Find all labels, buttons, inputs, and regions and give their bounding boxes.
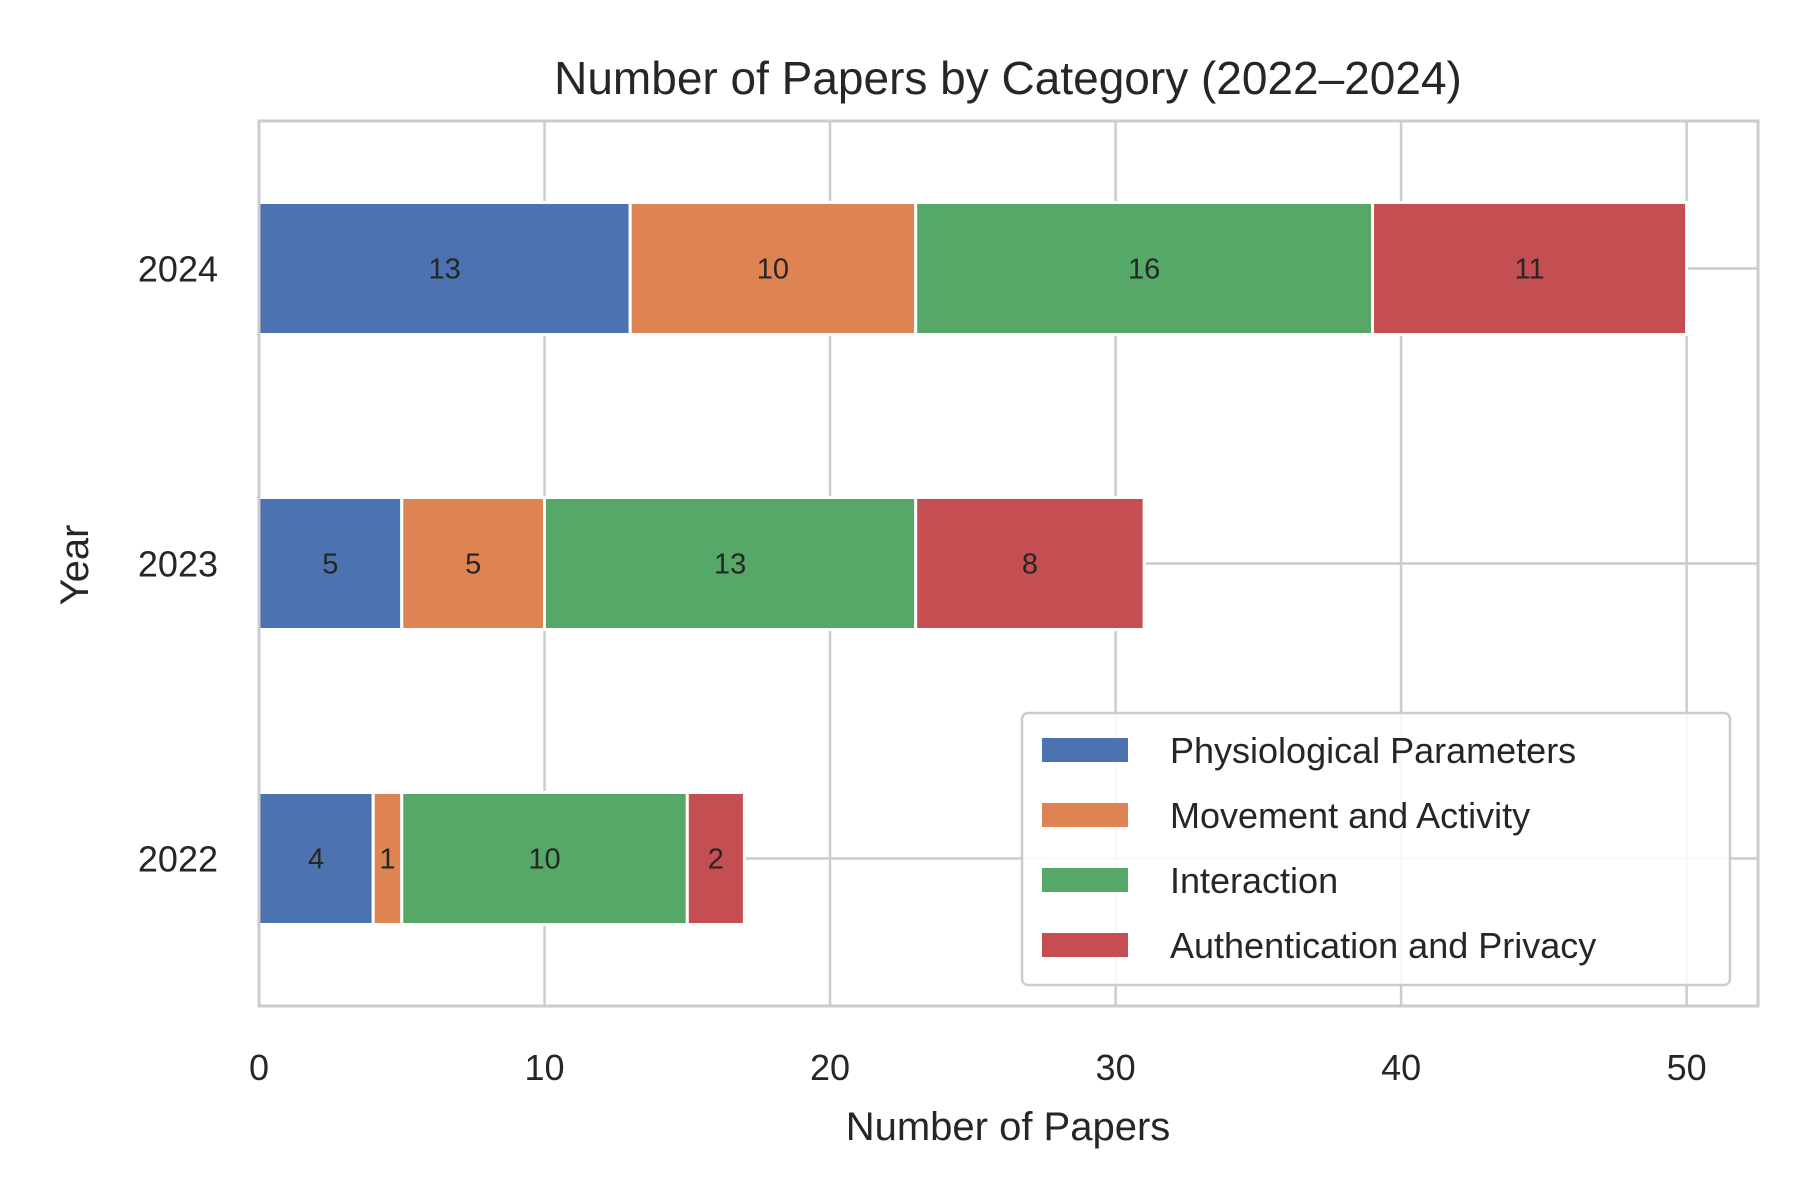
legend-label: Interaction bbox=[1170, 860, 1338, 901]
bar-segment bbox=[628, 201, 918, 336]
y-tick-labels: 2022 2023 2024 bbox=[138, 249, 218, 880]
legend-swatch bbox=[1042, 933, 1128, 957]
plot-frame bbox=[257, 119, 1760, 1008]
bar-value-label: 4 bbox=[308, 844, 324, 876]
bar-segment bbox=[1371, 201, 1689, 336]
bar-segment bbox=[257, 496, 404, 631]
x-tick-label: 40 bbox=[1381, 1047, 1421, 1088]
bar-value-label: 1 bbox=[379, 844, 395, 876]
bars bbox=[257, 201, 1689, 926]
bar-value-label: 8 bbox=[1022, 549, 1038, 581]
x-tick-label: 20 bbox=[810, 1047, 850, 1088]
y-tick-label: 2023 bbox=[138, 544, 218, 585]
x-tick-label: 50 bbox=[1667, 1047, 1707, 1088]
y-tick-label: 2024 bbox=[138, 249, 218, 290]
bar-value-label: 13 bbox=[714, 549, 746, 581]
legend-box bbox=[1020, 711, 1732, 987]
bar-segment bbox=[400, 496, 547, 631]
bar-value-label: 5 bbox=[322, 549, 338, 581]
bar-value-label: 13 bbox=[428, 254, 460, 286]
y-tick-label: 2022 bbox=[138, 839, 218, 880]
bar-segment bbox=[371, 791, 404, 926]
bar-labels: 4 1 10 2 5 5 13 8 13 10 16 11 bbox=[308, 254, 1545, 876]
legend-swatch bbox=[1042, 738, 1128, 762]
bar-value-label: 2 bbox=[708, 844, 724, 876]
bar-value-label: 10 bbox=[528, 844, 560, 876]
bar-value-label: 11 bbox=[1515, 254, 1545, 286]
legend: Physiological Parameters Movement and Act… bbox=[1020, 711, 1732, 987]
bar-value-label: 10 bbox=[757, 254, 789, 286]
chart-title: Number of Papers by Category (2022–2024) bbox=[554, 52, 1462, 104]
bar-value-label: 16 bbox=[1128, 254, 1160, 286]
y-axis-label: Year bbox=[53, 525, 97, 606]
x-tick-label: 0 bbox=[249, 1047, 269, 1088]
x-axis-label: Number of Papers bbox=[846, 1105, 1171, 1149]
legend-swatch bbox=[1042, 803, 1128, 827]
bar-segment bbox=[400, 791, 689, 926]
bar-segment bbox=[914, 496, 1146, 631]
legend-label: Movement and Activity bbox=[1170, 795, 1530, 836]
bar-segment bbox=[914, 201, 1375, 336]
legend-swatch bbox=[1042, 868, 1128, 892]
bar-value-label: 5 bbox=[465, 549, 481, 581]
legend-label: Physiological Parameters bbox=[1170, 730, 1576, 771]
x-tick-label: 10 bbox=[525, 1047, 565, 1088]
bar-segment bbox=[543, 496, 918, 631]
x-tick-label: 30 bbox=[1096, 1047, 1136, 1088]
x-tick-labels: 0 10 20 30 40 50 bbox=[249, 1047, 1707, 1088]
legend-label: Authentication and Privacy bbox=[1170, 925, 1596, 966]
bar-segment bbox=[685, 791, 746, 926]
